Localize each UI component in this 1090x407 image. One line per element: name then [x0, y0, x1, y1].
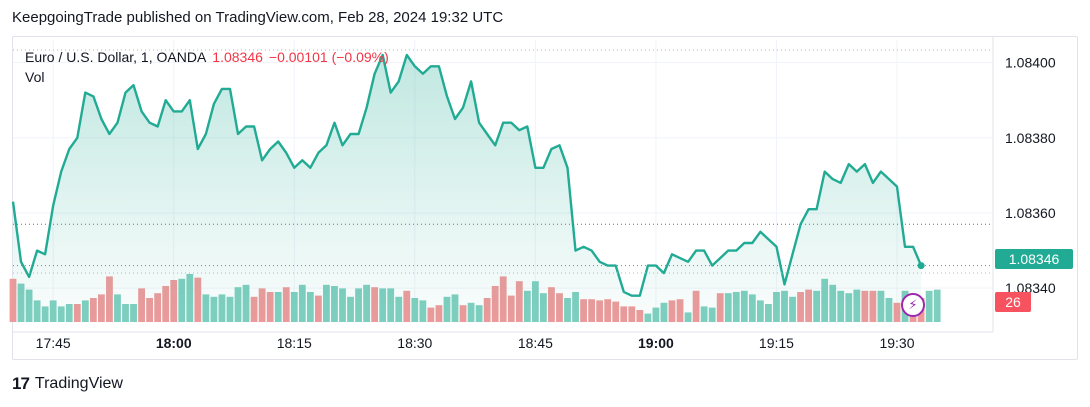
volume-bar: [933, 289, 941, 322]
publisher-header: KeepgoingTrade published on TradingView.…: [12, 9, 504, 26]
x-tick-label: 19:15: [759, 335, 794, 351]
brand-name: TradingView: [34, 375, 123, 392]
y-tick-label: 1.08360: [1005, 205, 1056, 221]
symbol-title[interactable]: Euro / U.S. Dollar, 1, OANDA: [25, 49, 207, 65]
x-tick-label: 18:00: [156, 335, 192, 351]
volume-badge: 26: [995, 292, 1031, 312]
y-tick-label: 1.08400: [1005, 55, 1056, 71]
volume-label[interactable]: Vol: [25, 69, 45, 85]
lightning-icon[interactable]: ⚡: [901, 293, 925, 317]
chart-legend: Euro / U.S. Dollar, 1, OANDA 1.08346 −0.00…: [25, 47, 389, 87]
x-tick-label: 17:45: [36, 335, 71, 351]
volume-bar: [925, 290, 933, 322]
y-tick-label: 1.08380: [1005, 130, 1056, 146]
tradingview-logo-icon: 17: [12, 374, 30, 393]
time-axis[interactable]: 17:45 18:00 18:15 18:30 18:45 19:00 19:15 19:30: [13, 331, 993, 351]
x-tick-label: 18:15: [277, 335, 312, 351]
x-tick-label: 19:30: [879, 335, 914, 351]
x-tick-label: 18:30: [397, 335, 432, 351]
reference-lines: [13, 49, 993, 274]
price-change: −0.00101 (−0.09%): [268, 49, 389, 65]
x-tick-label: 19:00: [638, 335, 674, 351]
chart-frame: [12, 36, 1078, 360]
last-price: 1.08346: [212, 49, 263, 65]
price-line: [11, 53, 923, 297]
x-tick-label: 18:45: [518, 335, 553, 351]
price-area: [11, 53, 925, 322]
last-price-badge: 1.08346: [995, 249, 1073, 269]
tradingview-footer[interactable]: 17 TradingView: [12, 374, 123, 394]
